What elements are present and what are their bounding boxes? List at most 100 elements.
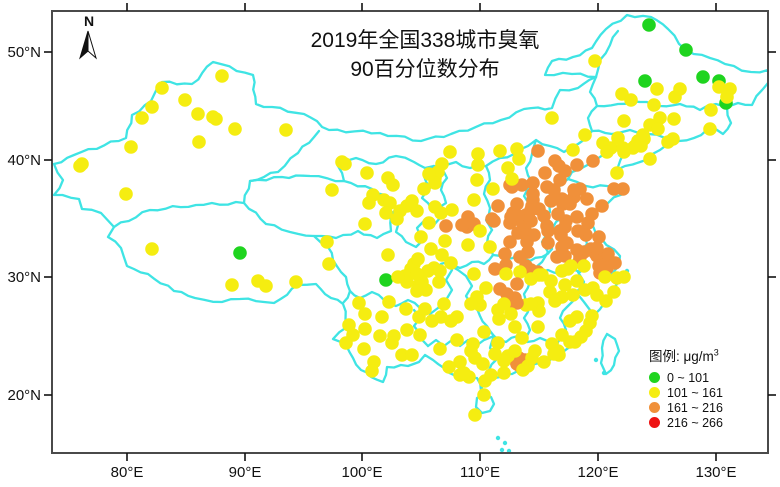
city-point — [399, 302, 413, 316]
city-point — [435, 248, 449, 262]
north-label: N — [83, 13, 95, 29]
city-point — [178, 93, 192, 107]
city-point — [547, 183, 561, 197]
city-point — [616, 182, 630, 196]
legend-item-1: 101 ~ 161 — [649, 385, 723, 400]
city-point — [444, 314, 458, 328]
city-point — [192, 135, 206, 149]
city-point — [410, 204, 424, 218]
y-axis-tick-label: 40°N — [7, 152, 41, 169]
city-point — [513, 250, 527, 264]
city-point — [651, 122, 665, 136]
city-point — [653, 111, 667, 125]
city-point — [438, 234, 452, 248]
city-point — [225, 278, 239, 292]
city-point — [497, 297, 511, 311]
city-point — [592, 259, 606, 273]
city-point — [488, 347, 502, 361]
city-point — [628, 139, 642, 153]
city-point — [571, 224, 585, 238]
city-point — [526, 187, 540, 201]
city-point — [497, 366, 511, 380]
legend-item-0: 0 ~ 101 — [649, 370, 723, 385]
city-point — [498, 247, 512, 261]
city-point — [617, 270, 631, 284]
city-point — [455, 218, 469, 232]
city-point — [650, 82, 664, 96]
city-point — [554, 228, 568, 242]
city-point — [414, 230, 428, 244]
islet-dot — [499, 447, 505, 453]
city-point — [592, 230, 606, 244]
city-point — [135, 111, 149, 125]
islet-dot — [506, 448, 512, 453]
city-point — [491, 199, 505, 213]
city-point — [624, 93, 638, 107]
city-point — [547, 347, 561, 361]
city-point — [610, 166, 624, 180]
city-point — [553, 173, 567, 187]
province-boundary — [242, 201, 352, 305]
city-point — [558, 278, 572, 292]
legend: 图例: μg/m3 0 ~ 101 101 ~ 161 161 ~ 216 216 ~… — [649, 345, 723, 430]
city-point — [617, 114, 631, 128]
city-point — [477, 388, 491, 402]
legend-title-sup: 3 — [713, 347, 719, 358]
city-point — [499, 267, 513, 281]
city-point — [395, 348, 409, 362]
city-point — [379, 206, 393, 220]
city-point — [704, 103, 718, 117]
city-point — [410, 284, 424, 298]
city-point — [563, 197, 577, 211]
city-point — [535, 268, 549, 282]
city-point — [145, 242, 159, 256]
city-point — [673, 82, 687, 96]
y-axis-tick-label: 50°N — [7, 44, 41, 61]
city-point — [471, 147, 485, 161]
city-point — [503, 235, 517, 249]
city-point — [119, 187, 133, 201]
city-point — [422, 167, 436, 181]
city-point — [289, 275, 303, 289]
city-point — [73, 159, 87, 173]
city-point — [145, 100, 159, 114]
islet-dot — [495, 435, 501, 441]
map-title: 2019年全国338城市臭氧 90百分位数分布 — [250, 26, 600, 84]
city-point — [528, 344, 542, 358]
islet-dot — [601, 370, 607, 376]
city-point — [411, 252, 425, 266]
city-point — [510, 277, 524, 291]
city-point — [279, 123, 293, 137]
city-point — [566, 143, 580, 157]
city-point — [585, 309, 599, 323]
city-point — [526, 176, 540, 190]
city-point — [647, 98, 661, 112]
city-point — [467, 267, 481, 281]
province-boundary — [112, 129, 321, 229]
city-point — [491, 336, 505, 350]
city-point — [233, 246, 247, 260]
city-point — [477, 325, 491, 339]
islet-dot — [593, 357, 599, 363]
city-point — [338, 157, 352, 171]
city-point — [339, 336, 353, 350]
y-axis-tick-label: 30°N — [7, 269, 41, 286]
city-point — [531, 320, 545, 334]
city-point — [537, 355, 551, 369]
city-point — [365, 364, 379, 378]
city-point — [513, 265, 527, 279]
city-point — [561, 262, 575, 276]
city-point — [467, 193, 481, 207]
city-point — [570, 243, 584, 257]
city-point — [570, 158, 584, 172]
islet-dot — [502, 440, 508, 446]
city-point — [433, 342, 447, 356]
city-point — [385, 336, 399, 350]
city-point — [352, 296, 366, 310]
city-point — [418, 302, 432, 316]
city-point — [360, 166, 374, 180]
city-point — [504, 210, 518, 224]
city-point — [487, 214, 501, 228]
city-point — [508, 320, 522, 334]
city-point — [417, 182, 431, 196]
